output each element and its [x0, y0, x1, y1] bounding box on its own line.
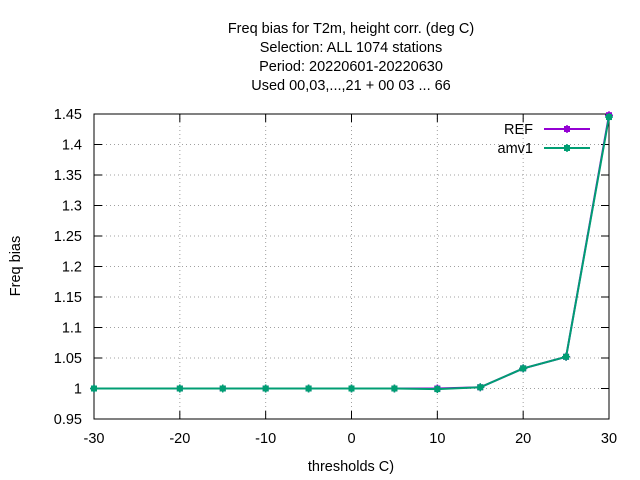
x-tick-label: 10 — [429, 431, 445, 447]
data-point — [434, 386, 441, 393]
y-axis-label: Freq bias — [8, 236, 24, 296]
x-tick-label: -10 — [255, 431, 276, 447]
series-line — [94, 116, 610, 391]
chart-title: Freq bias for T2m, height corr. (deg C) … — [228, 21, 474, 94]
y-tick-label: 1.05 — [54, 351, 82, 367]
y-tick-label: 1.1 — [62, 321, 82, 337]
data-point — [606, 114, 612, 121]
data-point — [305, 385, 312, 392]
x-tick-label: 30 — [601, 431, 617, 447]
y-tick-label: 0.95 — [54, 412, 82, 428]
data-point — [219, 385, 226, 392]
x-tick-label: -30 — [84, 431, 105, 447]
y-tick-label: 1.25 — [54, 229, 82, 245]
series — [90, 111, 613, 394]
data-point — [563, 353, 570, 360]
legend-marker-cross — [563, 144, 571, 152]
title-line-1: Freq bias for T2m, height corr. (deg C) — [228, 21, 474, 37]
y-tick-label: 1.2 — [62, 260, 82, 276]
y-tick-label: 1.4 — [62, 138, 82, 154]
y-tick-label: 1.15 — [54, 290, 82, 306]
data-point — [391, 385, 398, 392]
x-tick-label: 20 — [515, 431, 531, 447]
data-point — [348, 385, 355, 392]
x-tick-label: 0 — [347, 431, 355, 447]
legend-label: amv1 — [498, 141, 533, 157]
plot-border — [93, 113, 610, 420]
series-amv1 — [90, 113, 613, 394]
title-line-4: Used 00,03,...,21 + 00 03 ... 66 — [251, 78, 451, 94]
data-point — [262, 385, 269, 392]
title-line-2: Selection: ALL 1074 stations — [260, 40, 442, 56]
y-tick-label: 1 — [74, 382, 82, 398]
title-line-3: Period: 20220601-20220630 — [259, 59, 443, 75]
grid — [94, 114, 609, 419]
x-axis-label: thresholds C) — [308, 459, 394, 475]
legend-label: REF — [504, 122, 533, 138]
y-tick-label: 1.3 — [62, 199, 82, 215]
data-point — [91, 385, 97, 392]
x-tick-label: -20 — [169, 431, 190, 447]
data-point — [477, 384, 484, 391]
data-point — [520, 365, 527, 372]
y-tick-label: 1.45 — [54, 107, 82, 123]
legend: REF amv1 — [498, 122, 590, 157]
data-point — [176, 385, 183, 392]
y-tick-labels: 0.95 1 1.05 1.1 1.15 1.2 1.25 1.3 1.35 1.4 1.45 — [54, 107, 82, 428]
y-tick-label: 1.35 — [54, 168, 82, 184]
legend-marker-cross — [563, 125, 571, 133]
x-tick-labels: -30 -20 -10 0 10 20 30 — [84, 431, 618, 447]
